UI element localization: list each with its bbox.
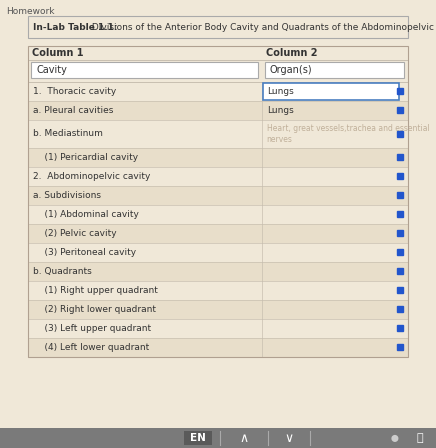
- Text: Lungs: Lungs: [267, 106, 293, 115]
- Text: 🎤: 🎤: [417, 433, 423, 443]
- Bar: [263, 83, 399, 100]
- Text: nerves: nerves: [267, 134, 293, 143]
- Text: Cavity: Cavity: [36, 65, 67, 75]
- Bar: [28, 262, 408, 281]
- Text: (1) Pericardial cavity: (1) Pericardial cavity: [33, 153, 138, 162]
- Bar: [28, 186, 408, 205]
- Bar: [28, 338, 408, 357]
- Bar: [28, 205, 408, 224]
- Text: Lungs: Lungs: [267, 87, 293, 96]
- Text: (3) Peritoneal cavity: (3) Peritoneal cavity: [33, 248, 136, 257]
- Text: EN: EN: [190, 433, 206, 443]
- Text: b. Mediastinum: b. Mediastinum: [33, 129, 103, 138]
- Bar: [0, 428, 436, 448]
- Text: 1.  Thoracic cavity: 1. Thoracic cavity: [33, 87, 116, 96]
- Text: a. Subdivisions: a. Subdivisions: [33, 191, 101, 200]
- Bar: [28, 120, 408, 148]
- Bar: [28, 300, 408, 319]
- Bar: [265, 62, 404, 78]
- Bar: [28, 281, 408, 300]
- Bar: [28, 82, 408, 101]
- Bar: [28, 46, 408, 357]
- Text: Homework: Homework: [6, 7, 54, 16]
- Text: 2.  Abdominopelvic cavity: 2. Abdominopelvic cavity: [33, 172, 150, 181]
- Text: Heart, great vessels,trachea and essential: Heart, great vessels,trachea and essenti…: [267, 125, 429, 134]
- Text: Organ(s): Organ(s): [270, 65, 312, 75]
- Text: Column 2: Column 2: [266, 48, 317, 58]
- Text: b. Quadrants: b. Quadrants: [33, 267, 92, 276]
- Text: (3) Left upper quadrant: (3) Left upper quadrant: [33, 324, 151, 333]
- Text: (1) Right upper quadrant: (1) Right upper quadrant: [33, 286, 158, 295]
- Bar: [28, 319, 408, 338]
- Text: (2) Right lower quadrant: (2) Right lower quadrant: [33, 305, 156, 314]
- Text: Column 1: Column 1: [32, 48, 84, 58]
- Bar: [31, 62, 258, 78]
- Text: In-Lab Table 1.1:: In-Lab Table 1.1:: [33, 22, 117, 31]
- Bar: [28, 167, 408, 186]
- Bar: [28, 243, 408, 262]
- Bar: [28, 16, 408, 38]
- Bar: [28, 148, 408, 167]
- Text: (1) Abdominal cavity: (1) Abdominal cavity: [33, 210, 139, 219]
- Text: (4) Left lower quadrant: (4) Left lower quadrant: [33, 343, 149, 352]
- Bar: [28, 101, 408, 120]
- Bar: [184, 431, 212, 445]
- Text: ⬤: ⬤: [391, 435, 399, 442]
- Bar: [28, 224, 408, 243]
- Text: Divisions of the Anterior Body Cavity and Quadrants of the Abdominopelvic: Divisions of the Anterior Body Cavity an…: [89, 22, 434, 31]
- Text: ∨: ∨: [284, 431, 293, 444]
- Text: ∧: ∧: [239, 431, 249, 444]
- Text: a. Pleural cavities: a. Pleural cavities: [33, 106, 113, 115]
- Text: (2) Pelvic cavity: (2) Pelvic cavity: [33, 229, 116, 238]
